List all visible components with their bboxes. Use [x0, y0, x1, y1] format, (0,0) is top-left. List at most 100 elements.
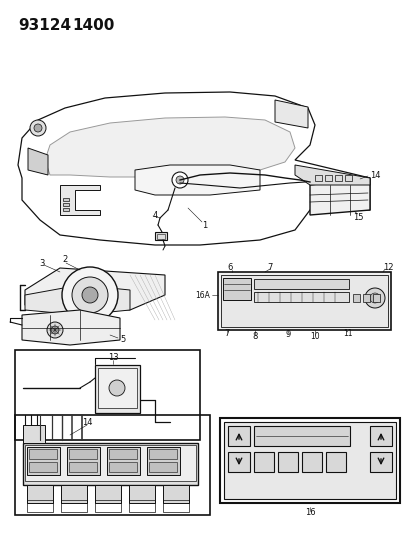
Text: 10: 10 — [309, 333, 319, 342]
Polygon shape — [18, 92, 369, 245]
Circle shape — [62, 267, 118, 323]
Polygon shape — [28, 148, 48, 175]
Bar — [223, 278, 250, 300]
Polygon shape — [60, 185, 100, 215]
Text: 7: 7 — [267, 262, 272, 271]
Bar — [67, 447, 100, 475]
Bar — [15, 350, 199, 440]
Text: 6: 6 — [227, 263, 232, 272]
Text: 12: 12 — [382, 262, 392, 271]
Bar — [301, 452, 321, 472]
Bar — [98, 368, 137, 408]
Bar — [362, 294, 369, 302]
Bar — [228, 452, 249, 472]
Bar — [23, 425, 45, 443]
Bar — [15, 415, 209, 515]
Text: 93124: 93124 — [18, 18, 71, 33]
Text: 16: 16 — [304, 508, 315, 518]
Circle shape — [364, 288, 384, 308]
Bar — [228, 426, 249, 446]
Polygon shape — [25, 268, 165, 310]
Polygon shape — [135, 165, 259, 195]
Bar — [95, 365, 140, 413]
Text: 14: 14 — [81, 418, 92, 427]
Text: 15: 15 — [352, 213, 362, 222]
Bar — [69, 449, 97, 459]
Bar — [344, 175, 351, 181]
Bar — [154, 232, 166, 240]
Bar — [27, 485, 53, 503]
Text: 14: 14 — [369, 171, 380, 180]
Bar — [254, 452, 273, 472]
Circle shape — [72, 277, 108, 313]
Bar — [109, 449, 137, 459]
Circle shape — [51, 326, 59, 334]
Text: 4: 4 — [152, 211, 157, 220]
Bar — [61, 500, 87, 512]
Bar — [63, 198, 69, 201]
Text: 1400: 1400 — [72, 18, 114, 33]
Circle shape — [369, 293, 379, 303]
Bar — [107, 447, 140, 475]
Bar — [29, 449, 57, 459]
Bar — [109, 462, 137, 472]
Text: 2: 2 — [62, 255, 67, 264]
Bar — [219, 418, 399, 503]
Circle shape — [171, 172, 188, 188]
Bar — [149, 449, 177, 459]
Circle shape — [30, 120, 46, 136]
Bar — [218, 272, 390, 330]
Bar — [157, 234, 165, 239]
Bar — [163, 500, 189, 512]
Circle shape — [34, 124, 42, 132]
Circle shape — [82, 287, 98, 303]
Polygon shape — [274, 100, 307, 128]
Circle shape — [176, 176, 183, 184]
Bar — [95, 485, 121, 503]
Bar — [277, 452, 297, 472]
Polygon shape — [45, 117, 294, 177]
Bar — [334, 175, 341, 181]
Bar — [324, 175, 331, 181]
Bar — [27, 500, 53, 512]
Text: 9: 9 — [285, 330, 290, 340]
Bar — [254, 279, 348, 289]
Text: 16A: 16A — [195, 290, 209, 300]
Bar — [147, 447, 180, 475]
Bar — [163, 485, 189, 503]
Bar — [27, 447, 60, 475]
Bar — [129, 485, 154, 503]
Circle shape — [47, 322, 63, 338]
Polygon shape — [25, 285, 130, 315]
Bar — [369, 426, 391, 446]
Bar — [223, 422, 395, 499]
Bar — [372, 294, 379, 302]
Text: 13: 13 — [107, 353, 118, 362]
Polygon shape — [294, 165, 369, 185]
Bar — [221, 275, 387, 327]
Bar — [25, 445, 195, 481]
Text: 5: 5 — [120, 335, 125, 344]
Text: 11: 11 — [342, 329, 352, 338]
Text: 3: 3 — [39, 259, 45, 268]
Circle shape — [109, 380, 125, 396]
Bar — [369, 452, 391, 472]
Bar — [23, 443, 197, 485]
Bar — [314, 175, 321, 181]
Bar — [63, 203, 69, 206]
Bar — [149, 462, 177, 472]
Text: 7: 7 — [224, 329, 229, 338]
Bar — [95, 500, 121, 512]
Bar — [254, 292, 348, 302]
Polygon shape — [22, 310, 120, 345]
Bar — [61, 485, 87, 503]
Bar — [69, 462, 97, 472]
Bar — [129, 500, 154, 512]
Bar — [352, 294, 359, 302]
Text: 8: 8 — [252, 333, 257, 342]
Text: 1: 1 — [202, 221, 207, 230]
Bar — [254, 426, 349, 446]
Bar — [325, 452, 345, 472]
Polygon shape — [309, 178, 369, 215]
Bar — [63, 208, 69, 211]
